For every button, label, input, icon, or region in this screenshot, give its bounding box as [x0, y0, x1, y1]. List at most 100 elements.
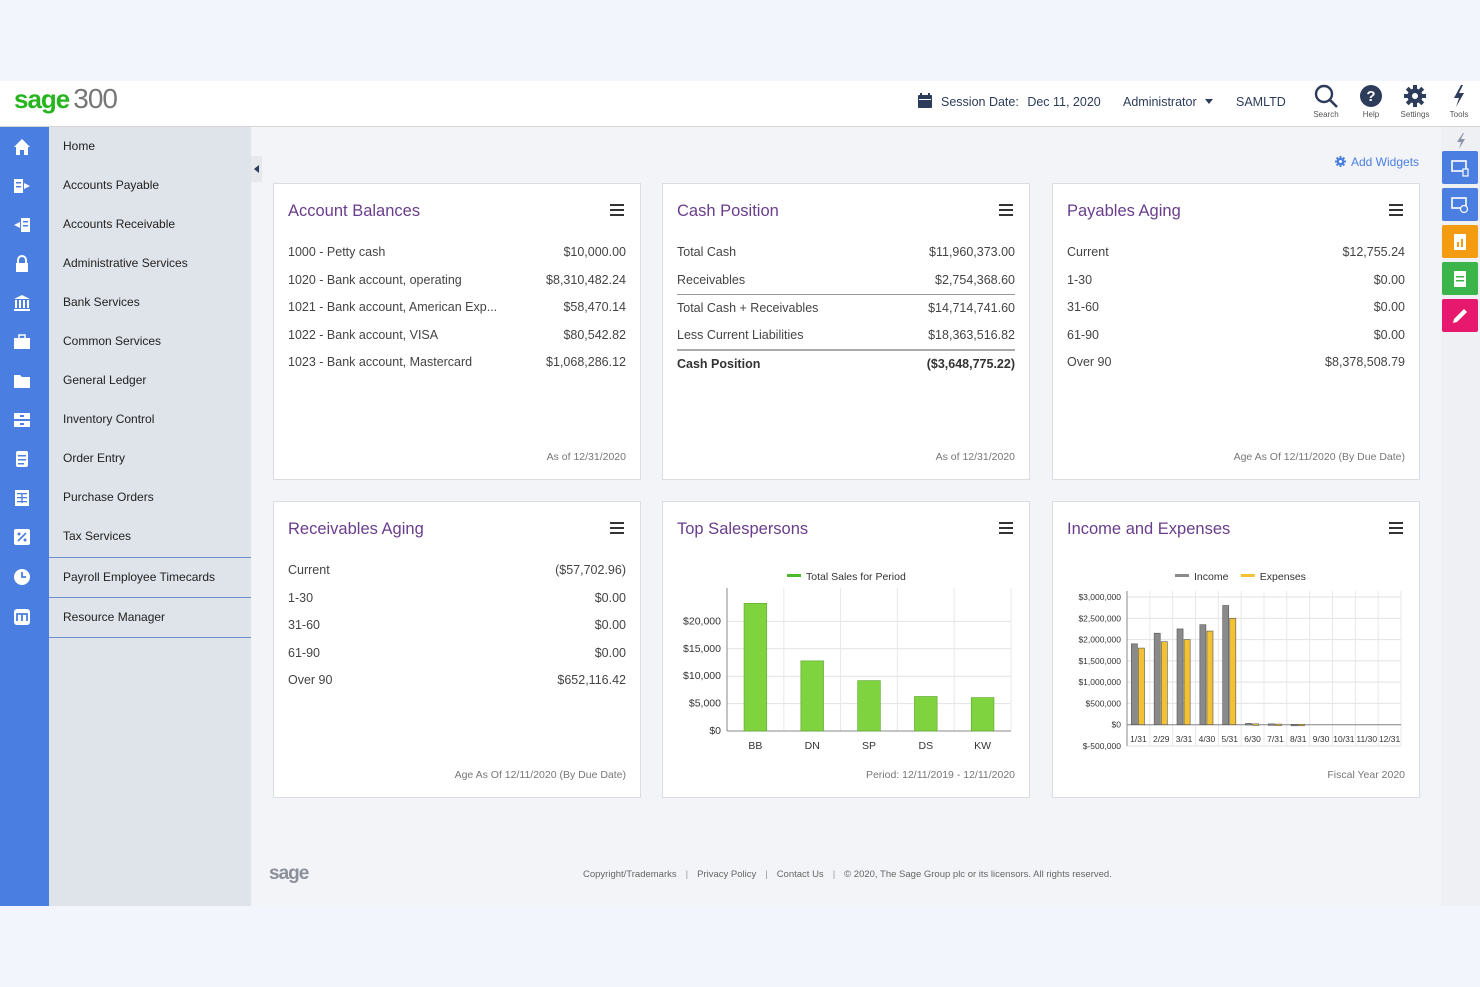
hamburger-menu-icon[interactable] [1389, 204, 1403, 216]
bank-icon[interactable] [13, 294, 31, 312]
legend-label: Total Sales for Period [806, 571, 906, 583]
tools-tool[interactable]: Tools [1439, 83, 1479, 119]
contact-us-link[interactable]: Contact Us [776, 869, 824, 880]
list-item[interactable]: 61-90 $0.00 [1067, 322, 1405, 350]
menu-item-resource-manager[interactable]: Resource Manager [63, 610, 166, 624]
y-tick-label: $2,500,000 [1078, 613, 1121, 623]
legend-label: Expenses [1260, 571, 1306, 583]
help-tool[interactable]: ? Help [1351, 83, 1391, 119]
widget-footer: As of 12/31/2020 [935, 451, 1015, 463]
folder-icon[interactable] [13, 372, 31, 390]
x-tick-label: 11/30 [1356, 734, 1377, 744]
settings-tool[interactable]: Settings [1395, 83, 1435, 119]
company-code[interactable]: SAMLTD [1236, 95, 1286, 109]
menu-item-purchase-orders[interactable]: Purchase Orders [63, 490, 154, 504]
menu-item-home[interactable]: Home [63, 139, 96, 153]
grid-icon[interactable] [13, 489, 31, 507]
list-item[interactable]: 1-30 $0.00 [288, 585, 626, 613]
row-label: Current [1067, 245, 1109, 259]
payable-icon[interactable] [13, 177, 31, 195]
hamburger-menu-icon[interactable] [610, 522, 624, 534]
percent-icon[interactable] [13, 528, 31, 546]
receivable-icon[interactable] [13, 216, 31, 234]
menu-item-tax-services[interactable]: Tax Services [63, 529, 132, 543]
cash-position-widget: Cash Position Total Cash $11,960,373.00 R… [662, 183, 1030, 480]
row-value: $80,542.82 [563, 327, 626, 342]
clock-icon[interactable] [13, 568, 31, 586]
widget-report-button[interactable] [1442, 225, 1478, 258]
row-label: 31-60 [1067, 300, 1099, 315]
income-expenses-widget: Income and Expenses $-500,000 $0 $500,000 $… [1052, 501, 1420, 798]
document-icon [1454, 271, 1466, 287]
menu-item-general-ledger[interactable]: General Ledger [63, 373, 147, 387]
list-item[interactable]: 1020 - Bank account, operating $8,310,482… [288, 267, 626, 295]
menu-divider [49, 557, 251, 558]
menu-divider [49, 597, 251, 598]
menu-item-administrative-services[interactable]: Administrative Services [63, 256, 188, 270]
row-label: Current [288, 563, 330, 577]
user-dropdown[interactable]: Administrator [1123, 95, 1213, 109]
list-item[interactable]: Over 90 $652,116.42 [288, 667, 626, 695]
y-tick-label: $5,000 [689, 698, 721, 710]
menu-item-order-entry[interactable]: Order Entry [63, 451, 126, 465]
hamburger-menu-icon[interactable] [999, 204, 1013, 216]
hamburger-menu-icon[interactable] [999, 522, 1013, 534]
chart-bar [857, 680, 881, 732]
menu-item-common-services[interactable]: Common Services [63, 334, 162, 348]
copyright-trademarks-link[interactable]: Copyright/Trademarks [583, 869, 677, 880]
legend-swatch [1175, 574, 1189, 577]
widget-title: Receivables Aging [288, 520, 424, 538]
list-item[interactable]: 1-30 $0.00 [1067, 267, 1405, 295]
hamburger-menu-icon[interactable] [610, 204, 624, 216]
list-item[interactable]: 31-60 $0.00 [288, 612, 626, 640]
row-value: $0.00 [594, 645, 626, 660]
collapse-menu-toggle[interactable] [251, 156, 262, 182]
calendar-icon [918, 93, 932, 108]
menu-item-inventory-control[interactable]: Inventory Control [63, 412, 155, 426]
privacy-policy-link[interactable]: Privacy Policy [697, 869, 757, 880]
session-date-value[interactable]: Dec 11, 2020 [1027, 95, 1101, 109]
list-item[interactable]: 1022 - Bank account, VISA $80,542.82 [288, 322, 626, 350]
row-value: $0.00 [594, 618, 626, 633]
row-label: Over 90 [1067, 355, 1112, 370]
menu-item-accounts-payable[interactable]: Accounts Payable [63, 178, 160, 192]
list-item[interactable]: 1000 - Petty cash $10,000.00 [288, 239, 626, 267]
x-tick-label: 10/31 [1333, 734, 1355, 744]
list-item[interactable]: 61-90 $0.00 [288, 640, 626, 668]
list-item[interactable]: Current $12,755.24 [1067, 239, 1405, 267]
chart-bar [1206, 630, 1214, 726]
add-widgets-link[interactable]: Add Widgets [1334, 155, 1419, 169]
legend-swatch [1240, 574, 1255, 577]
home-icon[interactable] [13, 138, 31, 156]
screen-icon [1451, 197, 1469, 214]
lock-icon[interactable] [13, 255, 31, 273]
list-item[interactable]: Current ($57,702.96) [288, 557, 626, 585]
list-item[interactable]: 31-60 $0.00 [1067, 294, 1405, 322]
sage-logo[interactable]: sage 300 [14, 83, 118, 115]
lightning-icon[interactable] [1455, 133, 1467, 149]
widget-document-button[interactable] [1442, 262, 1478, 295]
briefcase-icon[interactable] [13, 333, 31, 351]
hamburger-menu-icon[interactable] [1389, 522, 1403, 534]
search-tool[interactable]: Search [1306, 83, 1346, 119]
row-value: $12,755.24 [1342, 245, 1405, 259]
list-item[interactable]: 1021 - Bank account, American Exp... $58,… [288, 294, 626, 322]
x-tick-label: 1/31 [1130, 734, 1147, 744]
x-tick-label: KW [974, 740, 991, 752]
footer-separator: | [765, 869, 768, 880]
widget-edit-button[interactable] [1442, 299, 1478, 332]
payables-aging-widget: Payables Aging Current $12,755.24 1-30 $0.… [1052, 183, 1420, 480]
menu-item-bank-services[interactable]: Bank Services [63, 295, 140, 309]
lightning-icon [1454, 85, 1464, 107]
chart-bar [1229, 617, 1237, 726]
widget-screen-button[interactable] [1442, 188, 1478, 221]
menu-item-accounts-receivable[interactable]: Accounts Receivable [63, 217, 176, 231]
list-item[interactable]: 1023 - Bank account, Mastercard $1,068,28… [288, 349, 626, 377]
menu-item-payroll-employee-timecards[interactable]: Payroll Employee Timecards [63, 570, 216, 584]
inventory-icon[interactable] [13, 411, 31, 429]
widget-add-button[interactable] [1442, 151, 1478, 184]
resource-icon[interactable] [13, 608, 31, 626]
document-icon[interactable] [13, 450, 31, 468]
list-item[interactable]: Over 90 $8,378,508.79 [1067, 349, 1405, 377]
list-item: Total Cash + Receivables $14,714,741.60 [677, 294, 1015, 322]
